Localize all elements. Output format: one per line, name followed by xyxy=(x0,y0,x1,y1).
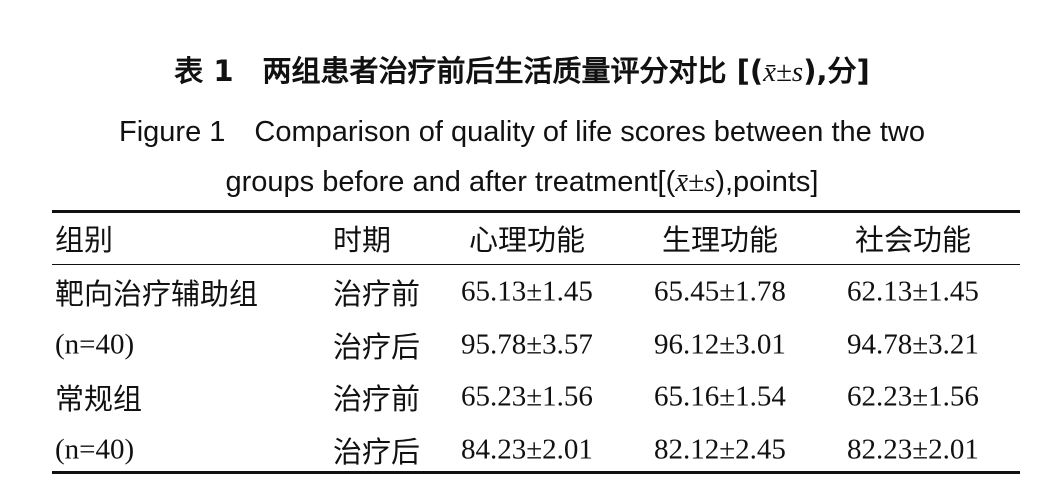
table-cell: 65.16±1.54 xyxy=(654,380,786,413)
header-rule xyxy=(52,264,1020,265)
table-cell: 96.12±3.01 xyxy=(654,328,786,360)
title-en: groups before and after treatment[(x̄±s)… xyxy=(0,166,1044,199)
table-cell: 95.78±3.57 xyxy=(461,328,593,360)
header-cell: 组别 xyxy=(55,225,114,257)
header-cell: 时期 xyxy=(333,225,392,257)
table-cell: 靶向治疗辅助组 xyxy=(55,279,259,311)
title-text: ),分] xyxy=(803,54,870,88)
table-cell: 治疗后 xyxy=(333,331,421,364)
formula: x̄±s xyxy=(675,166,716,198)
table-cell: 治疗前 xyxy=(333,279,421,311)
table-cell: 65.13±1.45 xyxy=(461,275,593,308)
table-cell: 82.23±2.01 xyxy=(847,433,979,465)
title-text: groups before and after treatment[( xyxy=(225,166,676,198)
title-en: Figure 1 Comparison of quality of life s… xyxy=(119,116,925,148)
top-rule xyxy=(52,210,1020,213)
table-cell: 65.45±1.78 xyxy=(654,275,786,308)
title-text: ),points] xyxy=(715,166,819,198)
table-cell: 94.78±3.21 xyxy=(847,328,979,360)
table-cell: 82.12±2.45 xyxy=(654,433,786,465)
table-cell: (n=40) xyxy=(55,433,135,465)
header-cell: 生理功能 xyxy=(662,225,779,257)
title-text: 表 1 两组患者治疗前后生活质量评分对比 [( xyxy=(174,54,764,88)
header-cell: 心理功能 xyxy=(469,225,586,257)
table-cell: 84.23±2.01 xyxy=(461,433,593,465)
table-cell: (n=40) xyxy=(55,328,135,360)
bottom-rule xyxy=(52,471,1020,474)
table-cell: 治疗前 xyxy=(333,384,421,416)
table-cell: 65.23±1.56 xyxy=(461,380,593,413)
table-cell: 治疗后 xyxy=(333,436,421,469)
title-zh: 表 1 两组患者治疗前后生活质量评分对比 [(x̄±s),分] xyxy=(0,48,1044,90)
table-cell: 常规组 xyxy=(55,384,143,416)
formula: x̄±s xyxy=(763,56,804,88)
header-cell: 社会功能 xyxy=(855,225,972,257)
table-cell: 62.23±1.56 xyxy=(847,380,979,413)
table-cell: 62.13±1.45 xyxy=(847,275,979,308)
